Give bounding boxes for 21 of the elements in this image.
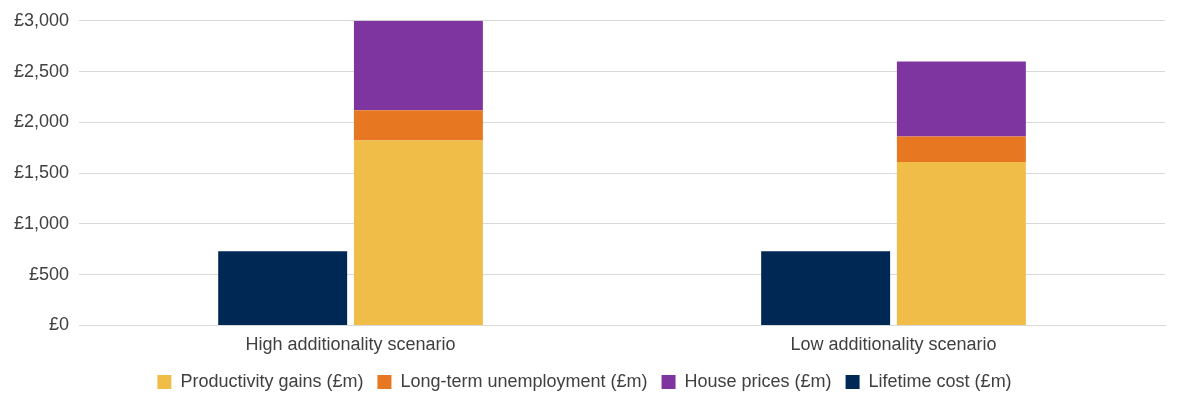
bar <box>353 110 483 141</box>
bar <box>896 136 1026 162</box>
bar <box>353 140 483 325</box>
bar <box>896 161 1026 325</box>
y-tick-label: £3,000 <box>13 9 70 30</box>
y-tick-label: £1,000 <box>13 212 70 233</box>
bar <box>896 61 1026 137</box>
legend-label: Lifetime cost (£m) <box>868 370 1012 391</box>
y-tick-label: £500 <box>29 263 70 284</box>
x-tick-label: High additionality scenario <box>245 334 456 355</box>
legend-label: Productivity gains (£m) <box>180 370 364 391</box>
y-tick-label: £1,500 <box>13 162 70 183</box>
y-tick-label: £0 <box>49 314 70 335</box>
legend-label: House prices (£m) <box>684 370 832 391</box>
bar <box>353 20 483 111</box>
x-tick-label: Low additionality scenario <box>790 334 997 355</box>
legend-label: Long-term unemployment (£m) <box>400 370 648 391</box>
y-tick-label: £2,000 <box>13 111 70 132</box>
bar <box>761 251 891 325</box>
y-tick-label: £2,500 <box>13 60 70 81</box>
bar <box>218 251 348 325</box>
